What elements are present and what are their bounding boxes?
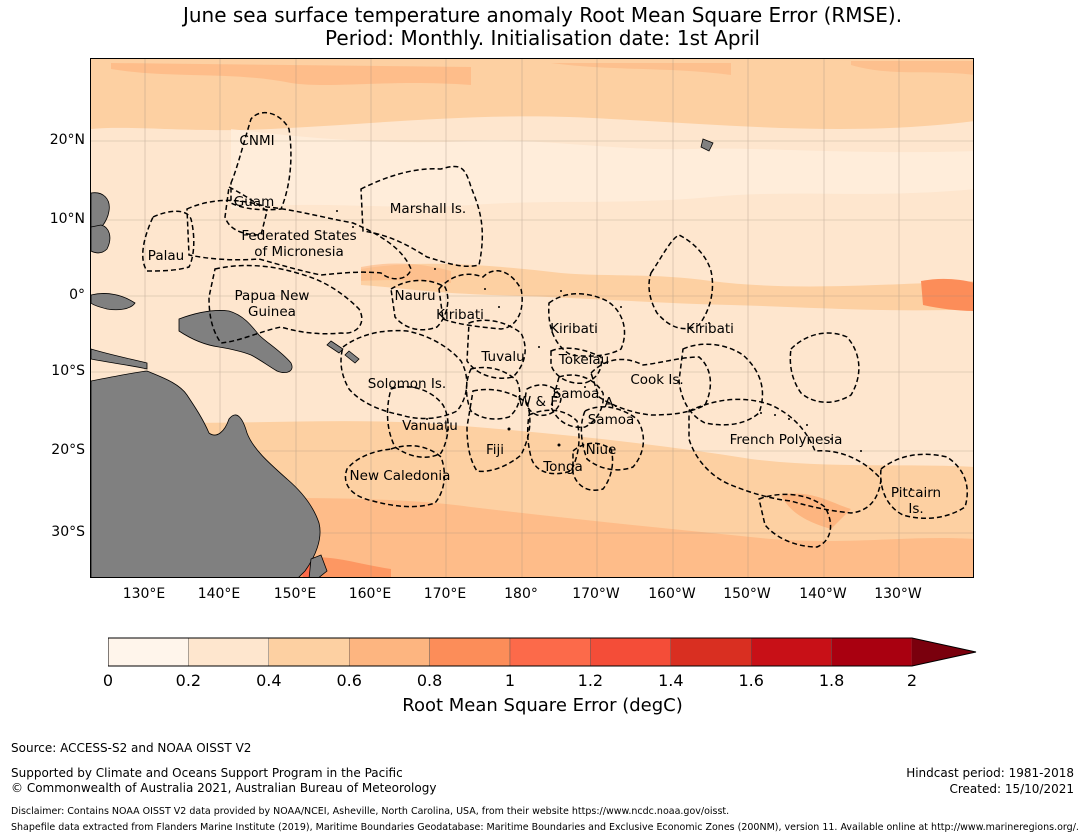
hawaii (700, 138, 714, 152)
colorbar (108, 637, 977, 667)
ocean-light-band (231, 129, 973, 209)
region-label-tokelau: Tokelau (558, 352, 610, 368)
region-label-solomon: Solomon Is. (367, 376, 447, 392)
lat-tick-10n: 10°N (49, 211, 85, 227)
colorbar-segment (751, 637, 832, 667)
lon-tick-160e: 160°E (348, 586, 392, 602)
region-label-tuvalu: Tuvalu (481, 349, 525, 365)
colorbar-segment (509, 637, 591, 667)
lat-tick-20s: 20°S (51, 442, 85, 458)
colorbar-segment (268, 637, 350, 667)
lat-tick-20n: 20°N (49, 132, 85, 148)
island-specks (336, 210, 912, 490)
colorbar-segment (590, 637, 671, 667)
eez-boundaries (141, 111, 968, 548)
region-label-kiribati-west: Kiribati (436, 307, 484, 323)
region-label-vanuatu: Vanuatu (402, 418, 458, 434)
region-label-american-samoa-a: A. (604, 395, 618, 411)
colorbar-segment (670, 637, 752, 667)
map-canvas (91, 59, 973, 577)
lat-tick-30s: 30°S (51, 524, 85, 540)
region-label-french-polynesia: French Polynesia (729, 432, 843, 448)
colorbar-tick-label: 1.8 (818, 671, 845, 690)
colorbar-label: Root Mean Square Error (degC) (402, 695, 683, 716)
region-label-png: Papua New Guinea (234, 288, 310, 320)
region-label-niue: Niue (585, 442, 617, 458)
region-label-guam: Guam (233, 194, 275, 210)
colorbar-tick-label: 0.8 (416, 671, 443, 690)
colorbar-tick-label: 1.2 (577, 671, 604, 690)
land (91, 138, 714, 577)
colorbar-segment (188, 637, 270, 667)
region-label-pitcairn: Pitcairn Is. (890, 485, 942, 517)
region-label-cook: Cook Is. (630, 372, 684, 388)
region-label-kiribati-central: Kiribati (550, 321, 598, 337)
ocean-east-hotspot (921, 278, 973, 311)
colorbar-tick-label: 1.6 (738, 671, 764, 690)
colorbar-tick-label: 2 (906, 671, 918, 690)
colorbar-tick-label: 0 (102, 671, 114, 690)
footer-copyright: © Commonwealth of Australia 2021, Austra… (11, 781, 437, 795)
region-label-american-samoa: Samoa (587, 412, 635, 428)
footer-shapefile: Shapefile data extracted from Flanders M… (11, 822, 1079, 833)
region-label-marshall: Marshall Is. (389, 201, 467, 217)
papua-new-guinea (178, 310, 293, 373)
region-label-palau: Palau (147, 248, 185, 264)
lon-tick-150e: 150°E (273, 586, 317, 602)
title-line-2: Period: Monthly. Initialisation date: 1s… (325, 26, 760, 50)
title-line-1: June sea surface temperature anomaly Roo… (182, 3, 903, 27)
chart-title: June sea surface temperature anomaly Roo… (0, 4, 1085, 50)
colorbar-segment (108, 637, 189, 667)
region-label-kiribati-east: Kiribati (686, 321, 734, 337)
region-label-tonga: Tonga (543, 459, 583, 475)
lon-tick-170e: 170°E (423, 586, 467, 602)
region-label-wallis-futuna: W & F (517, 394, 559, 410)
colorbar-tick-label: 0.6 (336, 671, 362, 690)
lon-tick-180: 180° (504, 586, 538, 602)
lat-tick-10s: 10°S (51, 363, 85, 379)
sulawesi (91, 293, 136, 311)
lon-tick-130e: 130°E (122, 586, 166, 602)
region-label-cnmi: CNMI (239, 133, 275, 149)
map-frame: CNMI Guam Marshall Is. Federated States … (90, 58, 974, 578)
footer-source: Source: ACCESS-S2 and NOAA OISST V2 (11, 741, 252, 755)
lon-tick-130w: 130°W (874, 586, 922, 602)
australia (91, 370, 321, 577)
footer-disclaimer: Disclaimer: Contains NOAA OISST V2 data … (11, 806, 730, 817)
colorbar-segment (831, 637, 913, 667)
colorbar-tick-label: 0.2 (175, 671, 202, 690)
ocean-equator-band (361, 263, 973, 311)
footer-supported: Supported by Climate and Oceans Support … (11, 766, 403, 780)
footer-created: Created: 15/10/2021 (949, 782, 1074, 796)
lat-tick-0: 0° (69, 287, 85, 303)
footer-hindcast: Hindcast period: 1981-2018 (906, 766, 1074, 780)
colorbar-segment (429, 637, 511, 667)
region-label-nauru: Nauru (394, 288, 436, 304)
colorbar-extend-arrow (912, 638, 976, 666)
region-label-fsm: Federated States of Micronesia (241, 228, 357, 260)
colorbar-tick-label: 1 (504, 671, 516, 690)
lon-tick-140w: 140°W (799, 586, 847, 602)
lon-tick-160w: 160°W (648, 586, 696, 602)
lon-tick-150w: 150°W (723, 586, 771, 602)
colorbar-tick-label: 1.4 (658, 671, 684, 690)
lon-tick-170w: 170°W (572, 586, 620, 602)
colorbar-segment (348, 637, 430, 667)
colorbar-tick-label: 0.4 (256, 671, 282, 690)
lon-tick-140e: 140°E (197, 586, 241, 602)
region-label-samoa: Samoa (552, 386, 600, 402)
region-label-fiji: Fiji (485, 442, 505, 458)
region-label-new-caledonia: New Caledonia (349, 468, 451, 484)
